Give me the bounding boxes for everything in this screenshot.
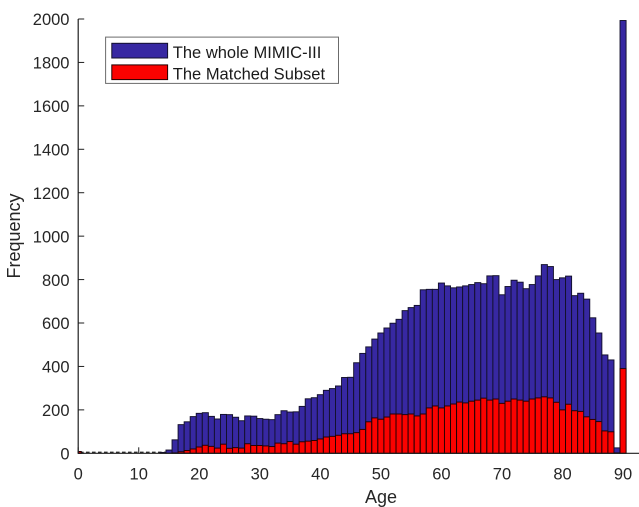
svg-text:200: 200 [42,402,70,420]
svg-text:20: 20 [190,466,208,484]
svg-text:1000: 1000 [33,228,70,246]
svg-text:2000: 2000 [33,11,70,29]
svg-text:0: 0 [74,466,83,484]
svg-text:30: 30 [251,466,269,484]
svg-text:800: 800 [42,272,70,290]
svg-text:1400: 1400 [33,141,70,159]
svg-text:60: 60 [432,466,450,484]
svg-text:Frequency: Frequency [4,193,24,278]
svg-text:The Matched Subset: The Matched Subset [173,65,326,83]
svg-text:400: 400 [42,359,70,377]
svg-text:1600: 1600 [33,98,70,116]
svg-text:600: 600 [42,315,70,333]
svg-text:40: 40 [311,466,329,484]
svg-text:50: 50 [372,466,390,484]
svg-text:0: 0 [60,446,69,464]
svg-text:Age: Age [365,487,397,507]
svg-text:10: 10 [130,466,148,484]
svg-text:70: 70 [493,466,511,484]
svg-text:1200: 1200 [33,185,70,203]
svg-text:The whole MIMIC-III: The whole MIMIC-III [173,44,322,62]
svg-text:1800: 1800 [33,55,70,73]
svg-text:80: 80 [553,466,571,484]
svg-text:90: 90 [614,466,632,484]
